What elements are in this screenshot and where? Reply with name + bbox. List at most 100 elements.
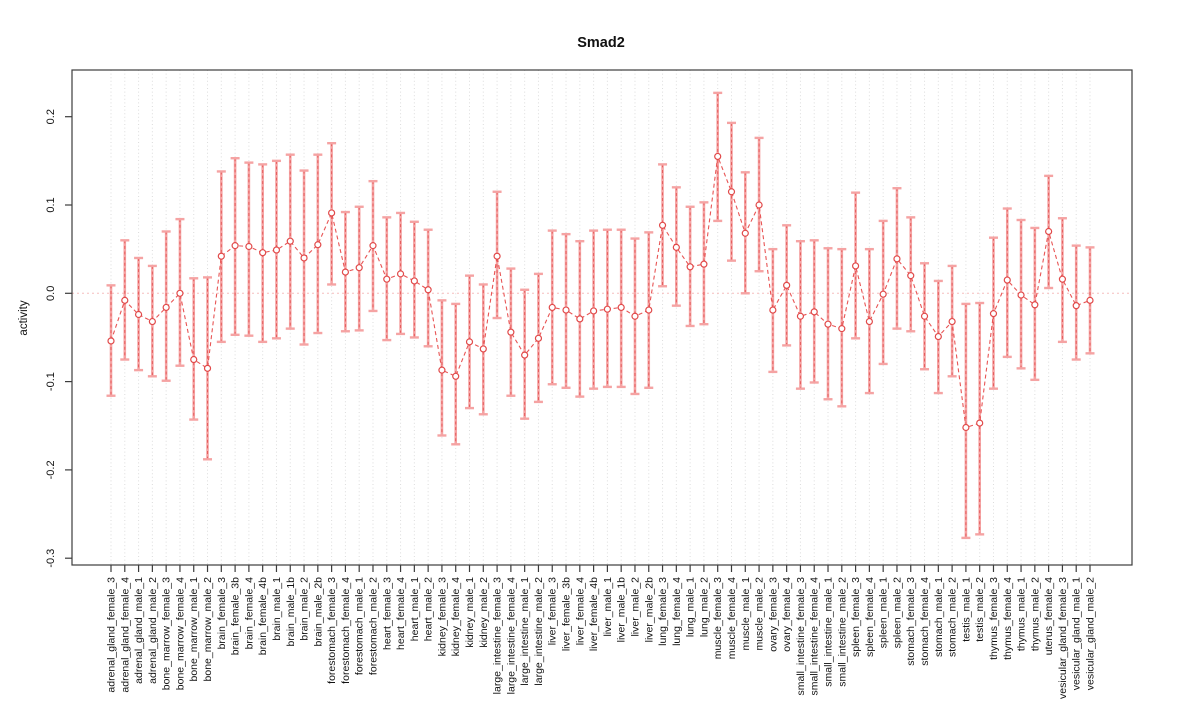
x-tick-label: bone_marrow_male_2 [202,577,214,682]
x-tick-label: uterus_female_4 [1043,577,1055,655]
x-tick-label: spleen_male_1 [878,577,890,648]
data-point [796,312,805,320]
data-point [479,345,487,353]
data-point [851,262,860,270]
x-tick-label: muscle_male_2 [754,577,766,651]
x-tick-label: kidney_female_3 [436,577,448,657]
data-point [369,242,377,250]
x-tick-label: liver_male_2b [643,577,655,643]
x-tick-label: brain_female_3 [216,577,228,650]
data-points [107,152,1094,432]
x-tick-label: testis_male_2 [974,577,986,642]
x-tick-label: muscle_male_1 [740,577,752,651]
data-point [989,310,998,318]
x-tick-label: bone_marrow_female_4 [174,577,186,690]
data-point [962,423,970,432]
y-tick-label: -0.1 [45,372,57,391]
x-tick-label: lung_female_3 [657,577,669,646]
data-point [976,419,984,427]
data-point [286,237,294,245]
data-point [645,306,653,314]
x-tick-label: kidney_male_2 [478,577,490,648]
x-tick-label: large_intestine_female_4 [505,577,517,694]
data-point [879,290,887,298]
data-point [328,209,336,217]
x-tick-label: small_intestine_male_1 [823,577,835,687]
y-tick-label: 0.1 [45,197,57,212]
x-tick-label: adrenal_gland_male_2 [147,577,159,684]
data-point [865,317,873,326]
x-tick-label: thymus_male_2 [1029,577,1041,651]
x-tick-label: liver_female_3 [547,577,559,645]
data-point [107,337,115,345]
data-point [1086,296,1094,304]
data-point [452,372,460,380]
x-tick-label: kidney_male_1 [464,577,476,648]
y-tick-label: -0.2 [45,460,57,479]
data-point [203,364,212,372]
data-point [700,260,708,268]
x-tick-label: stomach_male_1 [933,577,945,657]
x-tick-label: brain_male_1b [285,577,297,647]
x-tick-label: heart_female_4 [395,577,407,650]
x-tick-label: spleen_female_4 [864,577,876,657]
x-tick-label: liver_male_1 [602,577,614,637]
x-tick-label: testis_male_1 [960,577,972,642]
data-point [383,275,391,283]
x-tick-label: vesicular_gland_male_1 [1071,577,1083,690]
data-point [727,188,736,196]
x-tick-label: muscle_female_3 [712,577,724,659]
data-point [548,303,556,312]
x-tick-label: thymus_male_1 [1016,577,1028,651]
x-tick-label: small_intestine_male_2 [836,577,848,687]
x-tick-label: brain_female_4b [257,577,269,655]
x-tick-label: forestomach_male_1 [354,577,366,675]
data-point [272,246,281,254]
data-point [824,320,832,328]
data-point [438,366,446,374]
data-point [576,315,584,323]
x-tick-label: adrenal_gland_female_3 [106,577,118,693]
data-point [934,332,942,341]
data-point [259,249,267,257]
x-tick-label: brain_male_2b [312,577,324,647]
plot-box [71,69,1133,566]
data-point [134,310,143,319]
x-tick-label: thymus_female_3 [988,577,1000,660]
x-tick-label: lung_male_2 [698,577,710,637]
x-tick-label: forestomach_female_4 [340,577,352,684]
x-tick-label: vesicular_gland_male_2 [1085,577,1097,690]
x-tick-label: adrenal_gland_male_1 [133,577,145,684]
x-tick-label: bone_marrow_male_1 [188,577,200,682]
data-point [231,242,239,250]
data-point [1045,227,1053,236]
error-bars [106,91,1095,540]
axes: 0.2 0.1 0.0 -0.1 -0.2 -0.3 adrenal_gland_femal… [45,69,1133,699]
data-point [783,281,791,289]
data-point [245,242,253,251]
data-point [1058,275,1067,283]
data-point [341,268,350,276]
data-point [755,201,763,209]
data-point [603,305,611,313]
x-tick-label: adrenal_gland_female_4 [119,577,131,693]
data-point [741,229,749,237]
x-tick-label: liver_male_2 [629,577,641,637]
data-point [769,306,777,314]
data-point [893,255,901,263]
x-tick-label: kidney_female_4 [450,577,462,657]
x-tick-label: small_intestine_female_4 [809,577,821,696]
x-tick-label: liver_male_1b [616,577,628,643]
data-point [1072,302,1080,310]
data-point [714,152,722,161]
x-tick-label: lung_male_1 [685,577,697,637]
x-tick-label: vesicular_gland_female_3 [1057,577,1069,699]
y-tick-label: 0.2 [45,109,57,124]
x-tick-label: large_intestine_female_3 [492,577,504,694]
data-point [162,303,170,312]
data-point [396,270,405,278]
y-tick-label: -0.3 [45,549,57,568]
data-point [1003,276,1011,284]
